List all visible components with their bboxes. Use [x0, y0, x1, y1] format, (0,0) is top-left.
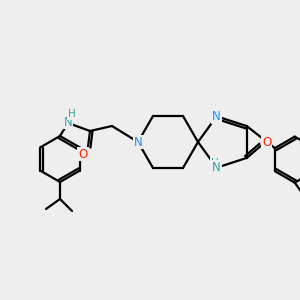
- Text: N: N: [212, 161, 221, 174]
- Text: O: O: [262, 136, 272, 149]
- Text: N: N: [212, 110, 221, 123]
- Text: O: O: [78, 148, 88, 160]
- Text: N: N: [64, 116, 72, 128]
- Text: N: N: [134, 136, 142, 148]
- Text: H: H: [211, 158, 218, 168]
- Text: H: H: [68, 109, 76, 119]
